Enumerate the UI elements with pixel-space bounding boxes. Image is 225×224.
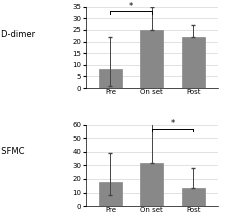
Bar bbox=[99, 69, 122, 88]
Text: A: D-dimer: A: D-dimer bbox=[0, 30, 35, 39]
Bar bbox=[140, 30, 163, 88]
Text: B: SFMC: B: SFMC bbox=[0, 147, 25, 157]
Bar bbox=[140, 163, 163, 206]
Text: *: * bbox=[129, 2, 133, 11]
Bar bbox=[182, 188, 205, 206]
Text: *: * bbox=[171, 119, 175, 128]
Bar bbox=[182, 37, 205, 88]
Bar bbox=[99, 182, 122, 206]
